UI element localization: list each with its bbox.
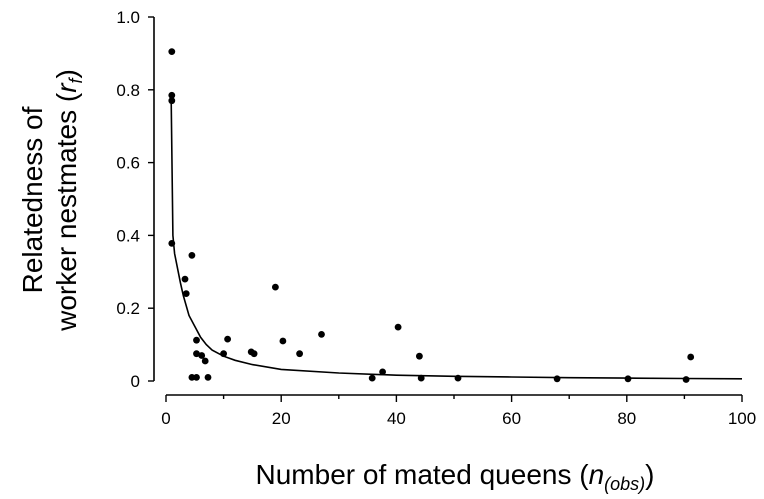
data-point (368, 374, 376, 382)
x-tick-label: 20 (272, 409, 291, 428)
data-point (553, 375, 561, 383)
y-tick-label: 1.0 (116, 8, 140, 27)
data-point (279, 337, 287, 345)
data-point (193, 336, 200, 344)
y-tick-label: 0.8 (116, 81, 140, 100)
data-point (224, 335, 232, 343)
data-point (220, 350, 228, 358)
data-point (454, 374, 462, 382)
data-point (416, 352, 423, 360)
fit-curve (170, 100, 743, 380)
data-point (181, 275, 189, 283)
y-tick-label: 0.2 (116, 299, 140, 318)
data-point (193, 374, 200, 381)
x-tick-label: 40 (387, 409, 406, 428)
data-point (296, 350, 303, 358)
data-point (272, 283, 279, 291)
data-point (624, 375, 632, 383)
y-tick-label: 0.4 (116, 226, 140, 245)
data-point (182, 290, 190, 297)
data-point (193, 350, 200, 358)
x-tick-label: 0 (161, 409, 170, 428)
data-point (168, 91, 176, 99)
y-tick-label: 0.6 (116, 154, 140, 173)
y-axis-title-line1: Relatedness of (17, 106, 48, 293)
fit-curve-group (170, 100, 743, 380)
data-point (394, 323, 402, 331)
y-tick-label: 0 (131, 372, 140, 391)
data-point (417, 374, 425, 382)
data-point (201, 357, 209, 365)
data-point (204, 374, 212, 381)
data-point (168, 48, 176, 55)
y-axis-title: Relatedness of worker nestmates (rf) (17, 69, 86, 332)
x-tick-label: 80 (617, 409, 636, 428)
data-point (198, 352, 206, 359)
data-point (168, 240, 176, 247)
data-point (250, 350, 258, 358)
data-point (168, 97, 176, 105)
data-point (318, 331, 325, 338)
x-ticks: 0 20 40 60 80 100 (161, 395, 756, 428)
data-point (682, 376, 690, 383)
data-point (687, 353, 695, 361)
x-tick-label: 60 (502, 409, 521, 428)
data-points (168, 48, 695, 383)
x-axis-title: Number of mated queens (n(obs)) (256, 459, 655, 494)
data-point (379, 368, 386, 376)
y-axis-title-line2: worker nestmates (rf) (51, 69, 86, 332)
x-tick-label: 100 (728, 409, 756, 428)
y-ticks: 0 0.2 0.4 0.6 0.8 1.0 (116, 8, 154, 391)
data-point (188, 252, 196, 259)
